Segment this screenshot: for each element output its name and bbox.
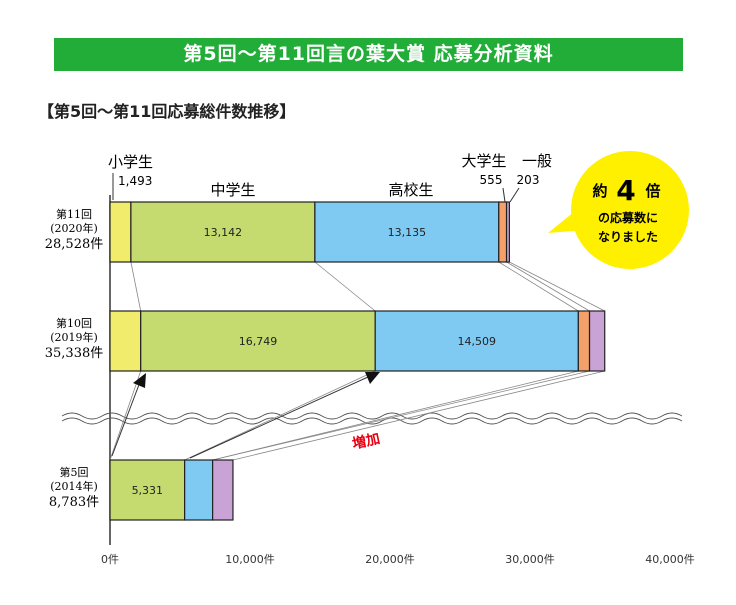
x-tick-label: 20,000件 [365, 553, 415, 566]
bubble-text-approx: 約 [592, 182, 607, 200]
row-label-year: (2019年) [50, 330, 98, 344]
callout-bubble: 約 4 倍 の応募数に なりました [548, 151, 689, 269]
increase-label: 増加 [351, 430, 382, 452]
chart-subtitle: 【第5回〜第11回応募総件数推移】 [38, 102, 296, 121]
x-tick-label: 10,000件 [225, 553, 275, 566]
series-label-general: 一般 [522, 152, 552, 170]
bar-segment-general [212, 459, 234, 521]
row-label-round: 第5回 [60, 465, 89, 479]
connector-line [212, 370, 590, 461]
bar-segment-junior-high [109, 459, 186, 521]
bar-segment-high-school [374, 310, 579, 372]
connector-line [506, 261, 590, 312]
bar-segment-general [505, 201, 510, 263]
row-label-year: (2020年) [50, 221, 98, 235]
connector-line [509, 261, 605, 312]
series-label-elementary: 小学生 [108, 153, 153, 171]
leader-line-general [509, 187, 520, 203]
row-label-round: 第11回 [56, 207, 92, 221]
bubble-text-line2: の応募数に [598, 210, 658, 225]
bar-value-label: 16,749 [239, 335, 278, 348]
series-value-general: 203 [517, 173, 540, 187]
series-label-university: 大学生 [461, 152, 506, 170]
row-label-round: 第10回 [56, 316, 92, 330]
bar-value-label: 14,509 [458, 335, 497, 348]
series-value-university: 555 [480, 173, 503, 187]
row-label-total: 28,528件 [45, 237, 104, 252]
bar-segment-elementary [109, 310, 142, 372]
title-banner: 第5回〜第11回言の葉大賞 応募分析資料 [54, 38, 683, 71]
bubble-text-four: 4 [616, 174, 635, 207]
bar-segment-university [577, 310, 591, 372]
row-label-year: (2014年) [50, 479, 98, 493]
connector-line [232, 370, 605, 461]
bar-segment-general [588, 310, 606, 372]
series-label-high-school: 高校生 [388, 181, 433, 199]
bar-segment-high-school [184, 459, 214, 521]
series-label-junior-high: 中学生 [210, 181, 255, 199]
bar-value-label: 13,135 [388, 226, 427, 239]
bar-segment-junior-high [140, 310, 376, 372]
x-tick-label: 40,000件 [645, 553, 695, 566]
connector-line [498, 261, 579, 312]
row-label-total: 8,783件 [49, 495, 99, 510]
axis-break-line [61, 412, 683, 420]
bubble-text-times: 倍 [645, 182, 660, 200]
connector-line [184, 370, 376, 461]
row-label-total: 35,338件 [45, 346, 104, 361]
series-value-elementary: 1,493 [118, 174, 152, 188]
connector-line [314, 261, 376, 312]
connector-line [130, 261, 142, 312]
x-tick-label: 30,000件 [505, 553, 555, 566]
axis-break-line [61, 417, 683, 425]
bar-value-label: 5,331 [132, 484, 164, 497]
leader-line-university [502, 187, 506, 203]
connector-line [109, 370, 142, 461]
connector-line [212, 370, 579, 461]
bar-segment-elementary [109, 201, 132, 263]
bar-value-label: 13,142 [204, 226, 243, 239]
bar-segment-university [498, 201, 508, 263]
increase-arrows [111, 372, 380, 459]
x-tick-label: 0件 [101, 553, 119, 566]
bubble-text-line3: なりました [598, 230, 658, 244]
